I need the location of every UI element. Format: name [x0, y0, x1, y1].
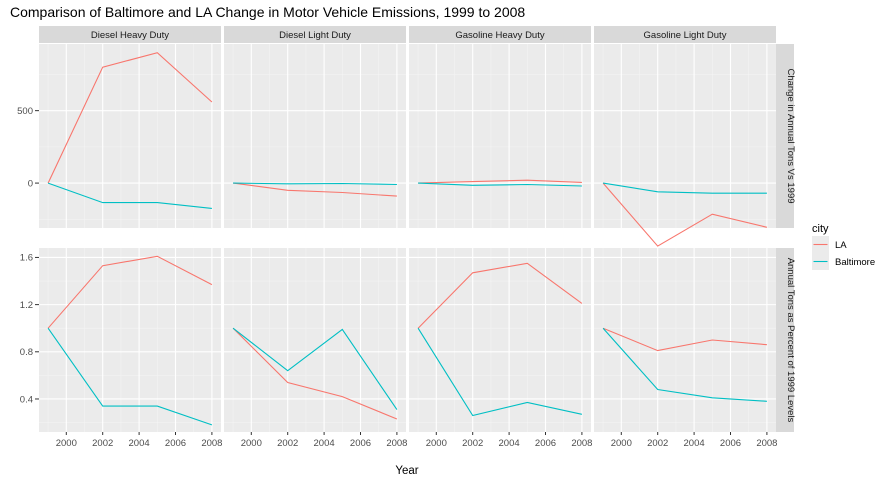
facet-strip-column: [39, 26, 221, 43]
x-tick-label: 2004: [684, 438, 705, 449]
series-line-la: [602, 182, 768, 247]
y-tick-label: 1.6: [20, 253, 33, 264]
x-tick-label: 2000: [611, 438, 632, 449]
x-tick-label: 2006: [535, 438, 556, 449]
legend: city LA Baltimore: [812, 223, 875, 270]
panel-background: [39, 248, 221, 432]
series-line-baltimore: [232, 327, 398, 410]
x-tick-label: 2008: [386, 438, 407, 449]
series-line-baltimore: [47, 182, 212, 209]
x-tick-label: 2002: [92, 438, 113, 449]
y-tick-label: 500: [17, 106, 33, 117]
facet-strip-label: Gasoline Light Duty: [644, 30, 727, 41]
facet-strip-label: Gasoline Heavy Duty: [455, 30, 544, 41]
x-tick-label: 2004: [129, 438, 150, 449]
series-line-la: [417, 262, 583, 329]
chart-title: Comparison of Baltimore and LA Change in…: [10, 4, 525, 20]
legend-label: LA: [835, 240, 847, 251]
facet-strip-label: Diesel Heavy Duty: [91, 30, 169, 41]
y-tick-label: 0.4: [20, 394, 33, 405]
facet-panel: [224, 248, 406, 432]
x-tick-label: 2002: [647, 438, 668, 449]
facet-panel: [39, 248, 221, 432]
legend-title: city: [812, 223, 829, 235]
series-line-la: [418, 179, 582, 184]
x-tick-label: 2002: [277, 438, 298, 449]
series-line-baltimore: [418, 182, 582, 187]
x-tick-label: 2000: [241, 438, 262, 449]
facet-strip-column: [224, 26, 406, 43]
x-tick-label: 2006: [720, 438, 741, 449]
series-line-la: [232, 327, 398, 420]
panel-background: [594, 248, 776, 432]
series-line-baltimore: [47, 327, 213, 426]
series-line-baltimore: [603, 182, 767, 194]
x-tick-label: 2008: [571, 438, 592, 449]
x-tick-label: 2008: [201, 438, 222, 449]
facet-panel: [224, 44, 406, 228]
facet-strip-column: [409, 26, 591, 43]
series-line-baltimore: [233, 182, 397, 186]
x-tick-label: 2006: [350, 438, 371, 449]
x-tick-label: 2008: [756, 438, 777, 449]
facet-strip-column: [594, 26, 776, 43]
x-tick-label: 2006: [165, 438, 186, 449]
x-tick-label: 2002: [462, 438, 483, 449]
series-line-baltimore: [602, 327, 767, 402]
facet-strip-label: Annual Tons as Percent of 1999 Levels: [785, 258, 796, 423]
x-tick-label: 2000: [56, 438, 77, 449]
series-line-baltimore: [417, 327, 583, 417]
panel-background: [409, 248, 591, 432]
facet-strip-row: [776, 248, 794, 432]
facet-panel: [594, 44, 776, 247]
series-line-la: [47, 255, 213, 329]
legend-label: Baltimore: [835, 257, 875, 268]
series-line-la: [233, 182, 397, 197]
facet-strip-label: Change in Annual Tons Vs 1999: [785, 68, 796, 203]
y-tick-label: 1.2: [20, 300, 33, 311]
facet-strip-label: Diesel Light Duty: [279, 30, 351, 41]
x-tick-label: 2004: [499, 438, 520, 449]
x-tick-label: 2004: [314, 438, 335, 449]
panels-layer: Diesel Heavy Duty Diesel Light Duty Gasoli…: [17, 26, 796, 449]
series-line-la: [47, 52, 213, 184]
series-line-la: [602, 327, 767, 352]
x-tick-label: 2000: [426, 438, 447, 449]
facet-panel: [409, 44, 591, 228]
x-axis-title: Year: [395, 465, 418, 477]
panel-background: [224, 248, 406, 432]
facet-strip-row: [776, 44, 794, 228]
facet-panel: [39, 44, 221, 228]
y-tick-label: 0: [28, 178, 33, 189]
facet-panel: [594, 248, 776, 432]
facet-panel: [409, 248, 591, 432]
y-tick-label: 0.8: [20, 347, 33, 358]
